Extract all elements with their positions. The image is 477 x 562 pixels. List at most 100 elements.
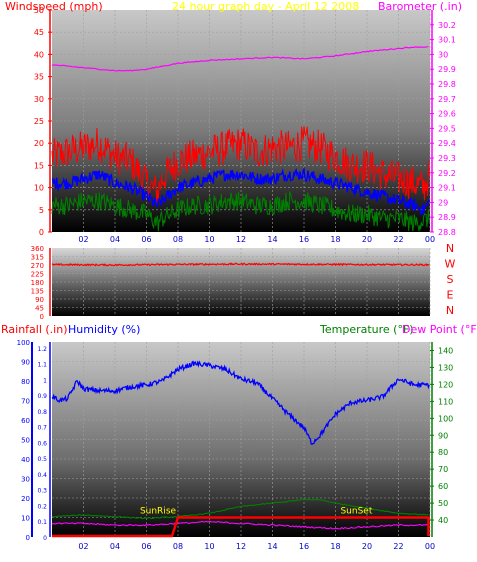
barometer-line (51, 46, 429, 72)
direction-y-tick-label: 135 (31, 288, 44, 296)
humidity-y-tick-label: 90 (21, 359, 30, 367)
rainfall-y-tick-label: 0.3 (37, 488, 47, 495)
direction-y-tick-label: 270 (31, 262, 44, 270)
temperature-y-tick-label: 90 (438, 431, 448, 440)
direction-y-tick-label: 0 (40, 313, 44, 321)
humidity-y-tick-label: 0 (26, 534, 30, 542)
barometer-y-tick-label: 29.8 (438, 80, 456, 89)
barometer-y-tick-label: 29.9 (438, 65, 456, 74)
wind-x-tick-label: 12 (236, 235, 246, 244)
wind-y-tick-label: 5 (39, 206, 44, 215)
dewpoint-label: Dew Point (°F) (402, 323, 477, 336)
humidity-x-tick-label: 08 (173, 542, 183, 551)
wind-y-tick-label: 50 (34, 6, 44, 15)
dewpoint-line (51, 520, 429, 530)
temperature-y-tick-label: 130 (438, 363, 453, 372)
rainfall-y-tick-label: 1 (43, 377, 47, 384)
wind-x-tick-label: 04 (110, 235, 120, 244)
rainfall-y-tick-label: 0.5 (37, 456, 47, 463)
barometer-y-tick-label: 29.1 (438, 184, 456, 193)
humidity-y-tick-label: 100 (17, 339, 30, 347)
wind-direction-line (51, 262, 430, 267)
temperature-y-tick-label: 60 (438, 482, 448, 491)
compass-label: S (447, 273, 454, 286)
wind-y-tick-label: 20 (34, 139, 44, 148)
humidity-x-tick-label: 18 (330, 542, 340, 551)
rainfall-y-tick-label: 0.7 (37, 425, 47, 432)
direction-y-tick-label: 45 (35, 305, 44, 313)
wind-x-tick-label: 22 (393, 235, 403, 244)
humidity-x-tick-label: 20 (362, 542, 372, 551)
wind-x-tick-label: 14 (267, 235, 277, 244)
barometer-y-tick-label: 30.2 (438, 21, 456, 30)
temperature-y-tick-label: 50 (438, 499, 448, 508)
direction-y-tick-label: 225 (31, 271, 44, 279)
humidity-y-tick-label: 50 (21, 437, 30, 445)
wind-x-tick-label: 08 (173, 235, 183, 244)
humidity-x-tick-label: 16 (299, 542, 309, 551)
direction-y-tick-label: 315 (31, 254, 44, 262)
barometer-y-tick-label: 28.9 (438, 213, 456, 222)
wind-x-tick-label: 06 (141, 235, 151, 244)
sunset-label: SunSet (340, 507, 372, 517)
wind-x-tick-label: 00 (425, 235, 435, 244)
wind-x-tick-label: 20 (362, 235, 372, 244)
barometer-y-tick-label: 28.8 (438, 228, 456, 237)
compass-label: N (446, 242, 454, 255)
humidity-x-tick-label: 00 (425, 542, 435, 551)
wind-y-tick-label: 10 (34, 184, 44, 193)
wind-low-line (51, 190, 430, 232)
wind-y-tick-label: 40 (34, 50, 44, 59)
wind-y-tick-label: 45 (34, 28, 44, 37)
compass-label: E (447, 289, 454, 302)
humidity-x-tick-label: 14 (267, 542, 277, 551)
rainfall-y-tick-label: 0.4 (37, 472, 47, 479)
rainfall-y-tick-label: 0 (43, 535, 47, 542)
wind-y-tick-label: 25 (34, 117, 44, 126)
temperature-y-tick-label: 140 (438, 346, 453, 355)
barometer-label: Barometer (.in) (378, 0, 462, 13)
daylight-marker (52, 516, 430, 538)
direction-y-tick-label: 90 (35, 296, 44, 304)
temperature-y-tick-label: 100 (438, 414, 453, 423)
humidity-y-tick-label: 40 (21, 456, 30, 464)
humidity-y-tick-label: 30 (21, 476, 30, 484)
rainfall-label: Rainfall (.in) (1, 323, 68, 336)
humidity-y-tick-label: 70 (21, 398, 30, 406)
humidity-x-tick-label: 10 (204, 542, 214, 551)
rainfall-y-tick-label: 0.9 (37, 393, 47, 400)
humidity-x-tick-label: 22 (393, 542, 403, 551)
barometer-y-tick-label: 29.4 (438, 139, 456, 148)
wind-x-tick-label: 02 (78, 235, 88, 244)
compass-label: N (446, 304, 454, 317)
wind-gust-line (51, 126, 430, 205)
rainfall-y-tick-label: 0.2 (37, 503, 47, 510)
temperature-y-tick-label: 40 (438, 516, 448, 525)
humidity-x-tick-label: 02 (78, 542, 88, 551)
humidity-y-tick-label: 60 (21, 417, 30, 425)
rainfall-y-tick-label: 0.1 (37, 519, 47, 526)
wind-x-tick-label: 18 (330, 235, 340, 244)
barometer-y-tick-label: 29 (438, 198, 448, 207)
direction-y-tick-label: 360 (31, 245, 44, 253)
wind-y-tick-label: 30 (34, 95, 44, 104)
wind-x-tick-label: 16 (299, 235, 309, 244)
barometer-y-tick-label: 29.5 (438, 124, 456, 133)
barometer-y-tick-label: 29.2 (438, 169, 456, 178)
sunrise-label: SunRise (140, 507, 177, 517)
wind-y-tick-label: 15 (34, 161, 44, 170)
rainfall-y-tick-label: 0.8 (37, 409, 47, 416)
graph-title: 24 hour graph day - April 12 2008 (172, 0, 360, 13)
barometer-y-tick-label: 29.3 (438, 154, 456, 163)
rainfall-y-tick-label: 1.1 (37, 362, 47, 369)
humidity-y-tick-label: 20 (21, 495, 30, 503)
humidity-y-tick-label: 80 (21, 378, 30, 386)
humidity-x-tick-label: 06 (141, 542, 151, 551)
temperature-y-tick-label: 80 (438, 448, 448, 457)
humidity-label: Humidity (%) (68, 323, 141, 336)
temperature-y-tick-label: 120 (438, 380, 453, 389)
rainfall-y-tick-label: 1.2 (37, 346, 47, 353)
barometer-y-tick-label: 30 (438, 50, 448, 59)
rainfall-y-tick-label: 0.6 (37, 440, 47, 447)
